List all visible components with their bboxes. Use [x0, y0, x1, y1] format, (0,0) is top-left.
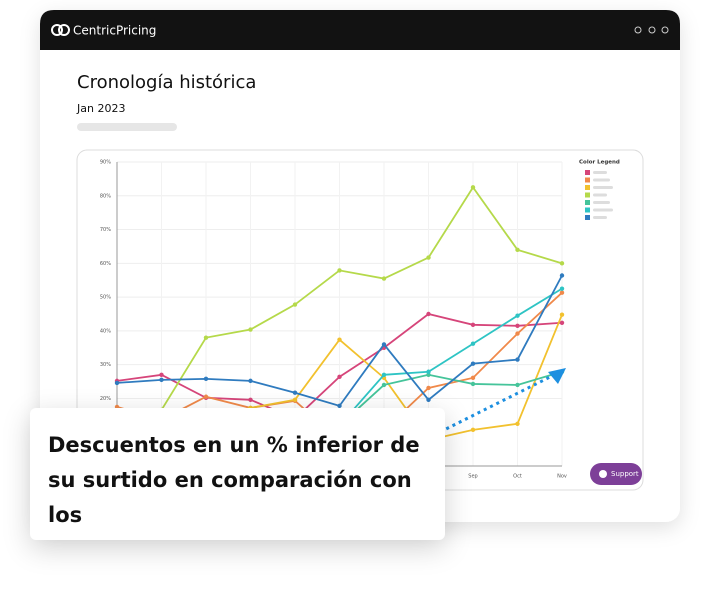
point	[426, 372, 431, 377]
y-tick-label: 60%	[100, 261, 111, 267]
legend-swatch	[585, 177, 590, 183]
support-button[interactable]	[590, 463, 642, 485]
legend-title: Color Legend	[579, 160, 620, 166]
series-line	[338, 370, 563, 427]
point	[248, 397, 253, 402]
point	[248, 378, 253, 384]
arrow-head	[548, 368, 566, 384]
y-tick-label: 30%	[100, 362, 111, 368]
legend-swatch	[585, 207, 590, 213]
point	[515, 313, 520, 318]
point	[292, 302, 298, 307]
point	[470, 341, 476, 346]
point	[470, 381, 476, 387]
legend-label-blurred	[593, 216, 607, 219]
support-label[interactable]: Support	[611, 470, 639, 478]
logo-icon	[51, 24, 63, 36]
point	[114, 380, 120, 386]
legend-label-blurred	[593, 208, 613, 212]
legend-swatch	[585, 200, 590, 205]
point	[337, 374, 342, 380]
point	[515, 247, 520, 253]
legend-swatch	[585, 170, 590, 175]
point	[248, 327, 253, 332]
point	[426, 369, 431, 374]
point	[515, 323, 520, 329]
series-line	[338, 287, 563, 427]
y-tick-label: 80%	[100, 193, 111, 199]
point	[292, 390, 298, 395]
point	[337, 268, 342, 273]
callout-text: Descuentos en un % inferior de su surtid…	[48, 433, 420, 527]
logo: CentricPricing	[73, 24, 156, 38]
point	[292, 397, 298, 402]
x-tick-label: Nov	[557, 474, 567, 480]
point	[426, 385, 431, 391]
point	[381, 372, 387, 377]
y-tick-label: 50%	[100, 295, 111, 301]
point	[559, 320, 565, 325]
point	[470, 361, 476, 366]
point	[159, 372, 164, 377]
point	[515, 357, 520, 362]
point	[559, 286, 565, 291]
legend-label-blurred	[593, 178, 610, 182]
legend-label-blurred	[593, 193, 607, 197]
point	[515, 421, 520, 426]
point	[426, 311, 431, 317]
y-tick-label: 90%	[100, 160, 111, 166]
point	[559, 261, 565, 266]
point	[159, 377, 164, 383]
legend-swatch	[585, 192, 590, 198]
top-bar	[40, 10, 680, 50]
y-tick-label: 70%	[100, 227, 111, 233]
point	[470, 375, 476, 381]
legend-label-blurred	[593, 171, 607, 174]
point	[426, 397, 431, 402]
x-tick-label: Oct	[513, 474, 522, 480]
icon[interactable]	[634, 26, 642, 34]
point	[203, 376, 209, 382]
point	[203, 394, 209, 399]
y-tick-label: 20%	[100, 396, 111, 402]
point	[515, 331, 520, 336]
point	[559, 312, 565, 317]
point	[381, 342, 387, 347]
point	[114, 404, 120, 410]
point	[337, 403, 342, 409]
placeholder	[77, 123, 177, 131]
callout-card: Descuentos en un % inferior de su surtid…	[30, 408, 445, 540]
legend-swatch	[585, 215, 590, 220]
point	[559, 273, 565, 278]
point	[470, 427, 476, 433]
point	[470, 322, 476, 328]
logo-icon	[58, 24, 70, 36]
legend-swatch	[585, 185, 590, 190]
page-subtitle: Jan 2023	[76, 102, 125, 115]
icon[interactable]	[661, 26, 669, 34]
point	[337, 337, 342, 342]
legend-label-blurred	[593, 201, 610, 204]
point	[381, 382, 387, 388]
support-icon	[599, 470, 607, 478]
point	[426, 255, 431, 260]
x-tick-label: Sep	[468, 474, 477, 480]
point	[203, 335, 209, 340]
point	[470, 185, 476, 190]
page-title: Cronología histórica	[77, 72, 256, 93]
legend-label-blurred	[593, 186, 613, 189]
arrow	[439, 372, 557, 434]
point	[381, 276, 387, 281]
point	[559, 290, 565, 295]
point	[515, 382, 520, 388]
icon[interactable]	[648, 26, 656, 34]
y-tick-label: 40%	[100, 328, 111, 334]
